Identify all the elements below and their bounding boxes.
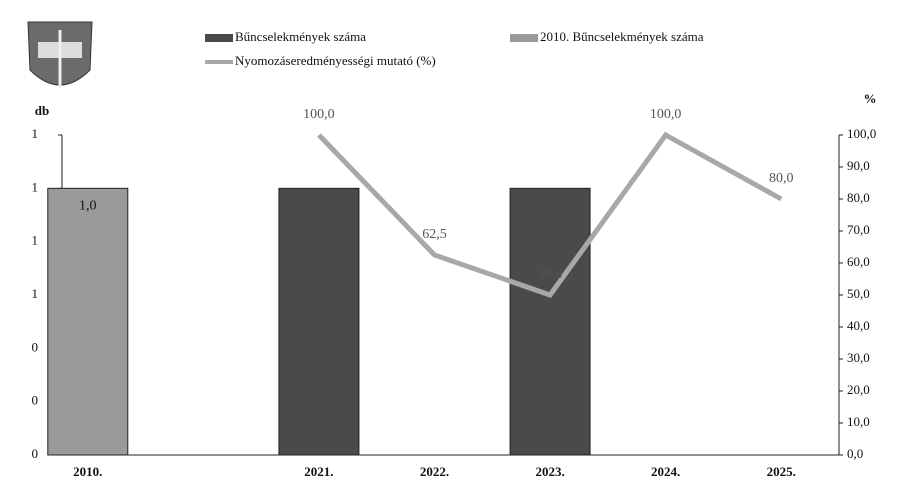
x-tick-label: 2024. <box>651 464 680 479</box>
y-tick-label: 1 <box>32 233 39 248</box>
y2-tick-label: 80,0 <box>847 190 870 205</box>
y2-tick-label: 50,0 <box>847 286 870 301</box>
data-label: 50,0 <box>538 267 563 282</box>
y2-tick-label: 100,0 <box>847 126 876 141</box>
x-tick-label: 2010. <box>73 464 102 479</box>
y-tick-label: 0 <box>32 339 39 354</box>
y-tick-label: 1 <box>32 126 39 141</box>
y2-tick-label: 40,0 <box>847 318 870 333</box>
x-tick-label: 2025. <box>767 464 796 479</box>
y2-tick-label: 60,0 <box>847 254 870 269</box>
y2-tick-label: 30,0 <box>847 350 870 365</box>
chart: db%00011110,010,020,030,040,050,060,070,… <box>0 0 898 499</box>
bar <box>510 188 590 455</box>
x-tick-label: 2023. <box>535 464 564 479</box>
bar <box>279 188 359 455</box>
legend-swatch <box>205 34 233 42</box>
y2-tick-label: 20,0 <box>847 382 870 397</box>
y-tick-label: 1 <box>32 179 39 194</box>
y-tick-label: 1 <box>32 286 39 301</box>
data-label: 62,5 <box>422 227 447 242</box>
data-label: 80,0 <box>769 171 794 186</box>
data-label: 100,0 <box>650 107 682 122</box>
y2-axis-title: % <box>864 91 877 106</box>
legend-label: Nyomozáseredményességi mutató (%) <box>235 53 436 68</box>
data-label: 100,0 <box>303 107 335 122</box>
y-axis-title: db <box>35 103 49 118</box>
x-tick-label: 2021. <box>304 464 333 479</box>
bar <box>48 188 128 455</box>
logo <box>28 22 92 88</box>
x-tick-label: 2022. <box>420 464 449 479</box>
y2-tick-label: 70,0 <box>847 222 870 237</box>
y2-tick-label: 0,0 <box>847 446 863 461</box>
data-label: 1,0 <box>79 199 97 214</box>
y2-tick-label: 10,0 <box>847 414 870 429</box>
legend-label: 2010. Bűncselekmények száma <box>540 29 704 44</box>
y-tick-label: 0 <box>32 393 39 408</box>
legend-swatch <box>510 34 538 42</box>
y2-tick-label: 90,0 <box>847 158 870 173</box>
y-tick-label: 0 <box>32 446 39 461</box>
legend-label: Bűncselekmények száma <box>235 29 366 44</box>
